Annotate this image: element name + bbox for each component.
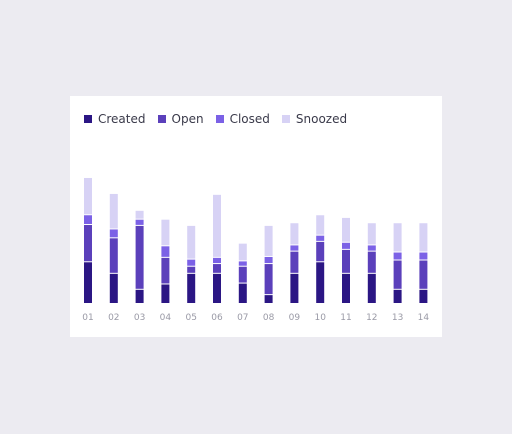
bar-snoozed-09[interactable]: [290, 223, 299, 245]
chart-legend: Created Open Closed Snoozed: [84, 112, 359, 126]
bar-snoozed-03[interactable]: [135, 210, 144, 219]
bar-closed-08[interactable]: [264, 256, 273, 264]
legend-swatch-created: [84, 115, 92, 123]
bar-open-12[interactable]: [367, 251, 376, 273]
bar-snoozed-05[interactable]: [187, 225, 196, 259]
bar-open-11[interactable]: [342, 249, 350, 273]
legend-swatch-snoozed: [281, 115, 290, 123]
bar-snoozed-10[interactable]: [316, 215, 325, 235]
bar-snoozed-02[interactable]: [109, 193, 118, 229]
x-tick-label: 05: [185, 313, 196, 323]
bar-created-01[interactable]: [84, 262, 92, 303]
bar-open-06[interactable]: [213, 264, 221, 273]
bar-open-08[interactable]: [264, 264, 273, 295]
bar-created-04[interactable]: [161, 284, 170, 303]
x-tick-label: 06: [211, 313, 223, 323]
bar-open-04[interactable]: [161, 257, 170, 284]
bar-created-13[interactable]: [393, 289, 402, 303]
bar-open-02[interactable]: [109, 238, 118, 273]
bar-created-07[interactable]: [238, 283, 247, 303]
bar-closed-06[interactable]: [213, 257, 221, 264]
bar-created-06[interactable]: [213, 273, 221, 303]
bar-snoozed-01[interactable]: [84, 177, 92, 215]
bar-snoozed-08[interactable]: [264, 225, 273, 256]
bar-created-09[interactable]: [290, 273, 299, 303]
legend-item-open[interactable]: Open: [157, 112, 204, 126]
bar-open-01[interactable]: [84, 225, 92, 262]
legend-label-open: Open: [171, 112, 204, 126]
bar-snoozed-12[interactable]: [367, 223, 376, 245]
legend-swatch-open: [157, 115, 166, 123]
stacked-bar-chart: 01 02 03 04 05 06 07 08 09 10 11 12 13 14: [82, 177, 430, 323]
bar-snoozed-07[interactable]: [238, 243, 247, 261]
bar-closed-05[interactable]: [187, 259, 196, 266]
legend-item-snoozed[interactable]: Snoozed: [281, 112, 348, 126]
bar-created-10[interactable]: [316, 262, 325, 303]
bar-closed-12[interactable]: [367, 245, 376, 251]
bar-snoozed-04[interactable]: [161, 219, 170, 246]
bar-created-14[interactable]: [419, 289, 428, 303]
x-tick-label: 08: [263, 313, 275, 323]
legend-swatch-closed: [215, 115, 224, 123]
bar-open-13[interactable]: [393, 260, 402, 289]
bar-snoozed-06[interactable]: [213, 194, 221, 257]
bar-closed-01[interactable]: [84, 215, 92, 225]
bar-created-11[interactable]: [342, 273, 350, 303]
x-tick-label: 14: [418, 313, 430, 323]
legend-label-snoozed: Snoozed: [295, 112, 348, 126]
x-tick-label: 04: [160, 313, 172, 323]
bar-open-05[interactable]: [187, 266, 196, 273]
bar-closed-09[interactable]: [290, 245, 299, 251]
bar-created-12[interactable]: [367, 273, 376, 303]
legend-label-created: Created: [98, 112, 146, 126]
bar-snoozed-11[interactable]: [342, 217, 350, 242]
chart-card: Created Open Closed Snoozed 01 02 03 04 05 06…: [70, 96, 442, 337]
bar-closed-02[interactable]: [109, 229, 118, 238]
x-tick-label: 09: [289, 313, 301, 323]
x-tick-label: 02: [108, 313, 119, 323]
legend-item-created[interactable]: Created: [84, 112, 146, 126]
bar-closed-04[interactable]: [161, 246, 170, 257]
bar-closed-11[interactable]: [342, 242, 350, 249]
bar-snoozed-14[interactable]: [419, 223, 428, 252]
legend-item-closed[interactable]: Closed: [215, 112, 270, 126]
bar-closed-03[interactable]: [135, 219, 144, 225]
bar-open-07[interactable]: [238, 266, 247, 283]
bar-open-09[interactable]: [290, 251, 299, 273]
bar-closed-14[interactable]: [419, 252, 428, 260]
bar-closed-10[interactable]: [316, 235, 325, 241]
bar-open-14[interactable]: [419, 260, 428, 289]
legend-label-closed: Closed: [229, 112, 270, 126]
x-tick-label: 03: [134, 313, 145, 323]
bar-created-05[interactable]: [187, 273, 196, 303]
bar-created-02[interactable]: [109, 273, 118, 303]
x-tick-label: 12: [366, 313, 377, 323]
bar-open-10[interactable]: [316, 241, 325, 262]
bar-open-03[interactable]: [135, 225, 144, 289]
bar-created-08[interactable]: [264, 295, 273, 303]
x-tick-label: 11: [340, 313, 351, 323]
x-tick-label: 13: [392, 313, 403, 323]
bar-snoozed-13[interactable]: [393, 223, 402, 252]
x-tick-label: 01: [82, 313, 93, 323]
x-tick-label: 10: [314, 313, 326, 323]
x-tick-label: 07: [237, 313, 248, 323]
bar-closed-07[interactable]: [238, 261, 247, 266]
bar-closed-13[interactable]: [393, 252, 402, 260]
bar-created-03[interactable]: [135, 289, 144, 303]
